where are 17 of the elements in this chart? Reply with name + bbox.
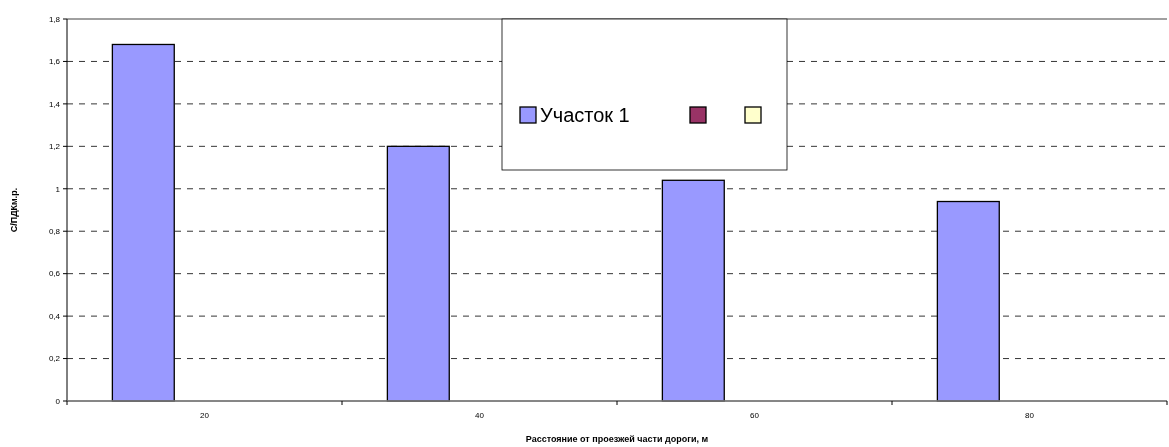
y-tick-label: 1 xyxy=(55,184,61,194)
y-tick-label: 0,6 xyxy=(48,269,61,279)
y-axis-title: С/ПДКм.р. xyxy=(9,187,19,233)
y-tick-label: 0,8 xyxy=(48,227,61,237)
y-tick-label: 0,4 xyxy=(48,311,61,321)
y-tick-label: 0 xyxy=(55,396,61,406)
x-tick-label: 40 xyxy=(475,411,485,420)
x-tick-label: 60 xyxy=(750,411,760,420)
y-tick-label: 1,6 xyxy=(48,57,61,67)
y-tick-label: 0,2 xyxy=(48,354,61,364)
x-tick-label: 20 xyxy=(200,411,210,420)
y-tick-label: 1,8 xyxy=(48,14,61,24)
legend-label: Участок 1 xyxy=(540,104,630,127)
y-tick-label: 1,2 xyxy=(48,142,61,152)
y-tick-label: 1,4 xyxy=(48,99,61,109)
x-axis-title: Расстояние от проезжей части дороги, м xyxy=(525,434,709,444)
x-tick-label: 80 xyxy=(1025,411,1035,420)
